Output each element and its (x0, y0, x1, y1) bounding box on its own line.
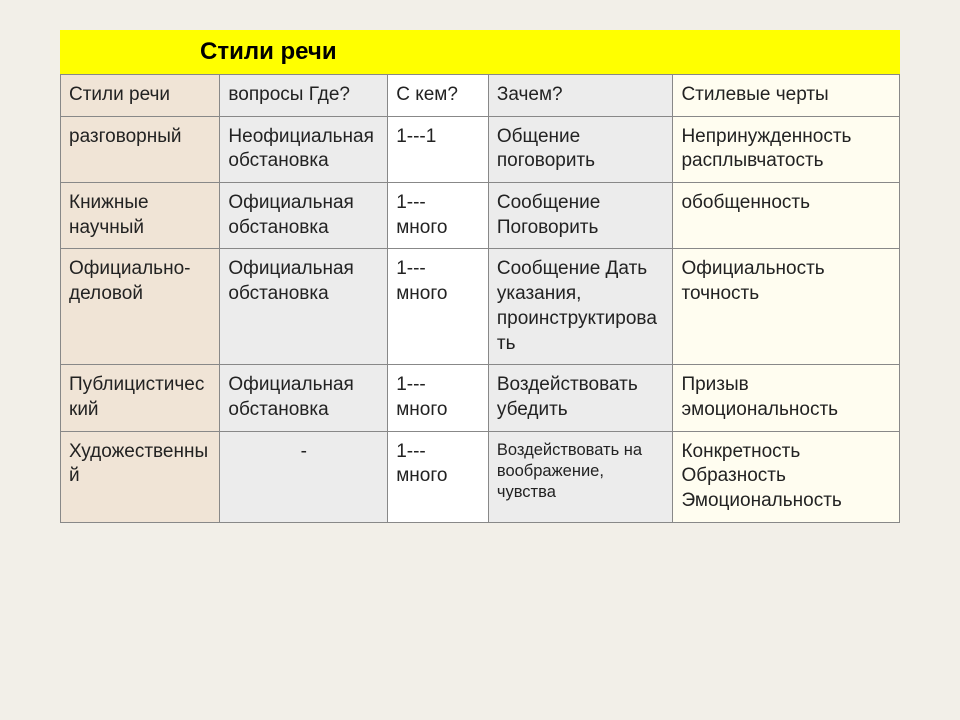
cell-where: Неофициальная обстановка (220, 116, 388, 182)
cell-why: Общение поговорить (488, 116, 673, 182)
cell-where: - (220, 431, 388, 522)
cell-why: Воздействовать убедить (488, 365, 673, 431)
cell-who: 1--- много (388, 183, 489, 249)
cell-features: Призыв эмоциональность (673, 365, 900, 431)
cell-style: Художественный (61, 431, 220, 522)
header-why: Зачем? (488, 75, 673, 117)
slide-title: Стили речи (200, 38, 337, 65)
cell-who: 1--- много (388, 431, 489, 522)
header-style: Стили речи (61, 75, 220, 117)
cell-features: Конкретность Образность Эмоциональность (673, 431, 900, 522)
header-where: вопросы Где? (220, 75, 388, 117)
styles-table: Стили речи вопросы Где? С кем? Зачем? Ст… (60, 74, 900, 523)
table-row: разговорный Неофициальная обстановка 1--… (61, 116, 900, 182)
table-row: Публицистический Официальная обстановка … (61, 365, 900, 431)
title-bar: Стили речи (60, 30, 900, 74)
cell-style: Официально-деловой (61, 249, 220, 365)
cell-style: Публицистический (61, 365, 220, 431)
table-row: Книжные научный Официальная обстановка 1… (61, 183, 900, 249)
cell-features: обобщенность (673, 183, 900, 249)
slide-container: Стили речи Стили речи вопросы Где? С кем… (0, 0, 960, 553)
table-row: Художественный - 1--- много Воздействова… (61, 431, 900, 522)
cell-why: Сообщение Дать указания, проинструктиров… (488, 249, 673, 365)
table-row: Официально-деловой Официальная обстановк… (61, 249, 900, 365)
header-who: С кем? (388, 75, 489, 117)
cell-where: Официальная обстановка (220, 183, 388, 249)
cell-why: Сообщение Поговорить (488, 183, 673, 249)
header-features: Стилевые черты (673, 75, 900, 117)
cell-why: Воздействовать на воображение, чувства (488, 431, 673, 522)
cell-who: 1--- много (388, 249, 489, 365)
cell-style: разговорный (61, 116, 220, 182)
table-header-row: Стили речи вопросы Где? С кем? Зачем? Ст… (61, 75, 900, 117)
cell-features: Непринужденность расплывчатость (673, 116, 900, 182)
cell-who: 1---1 (388, 116, 489, 182)
cell-features: Официальность точность (673, 249, 900, 365)
cell-where: Официальная обстановка (220, 249, 388, 365)
cell-where: Официальная обстановка (220, 365, 388, 431)
cell-who: 1--- много (388, 365, 489, 431)
cell-style: Книжные научный (61, 183, 220, 249)
